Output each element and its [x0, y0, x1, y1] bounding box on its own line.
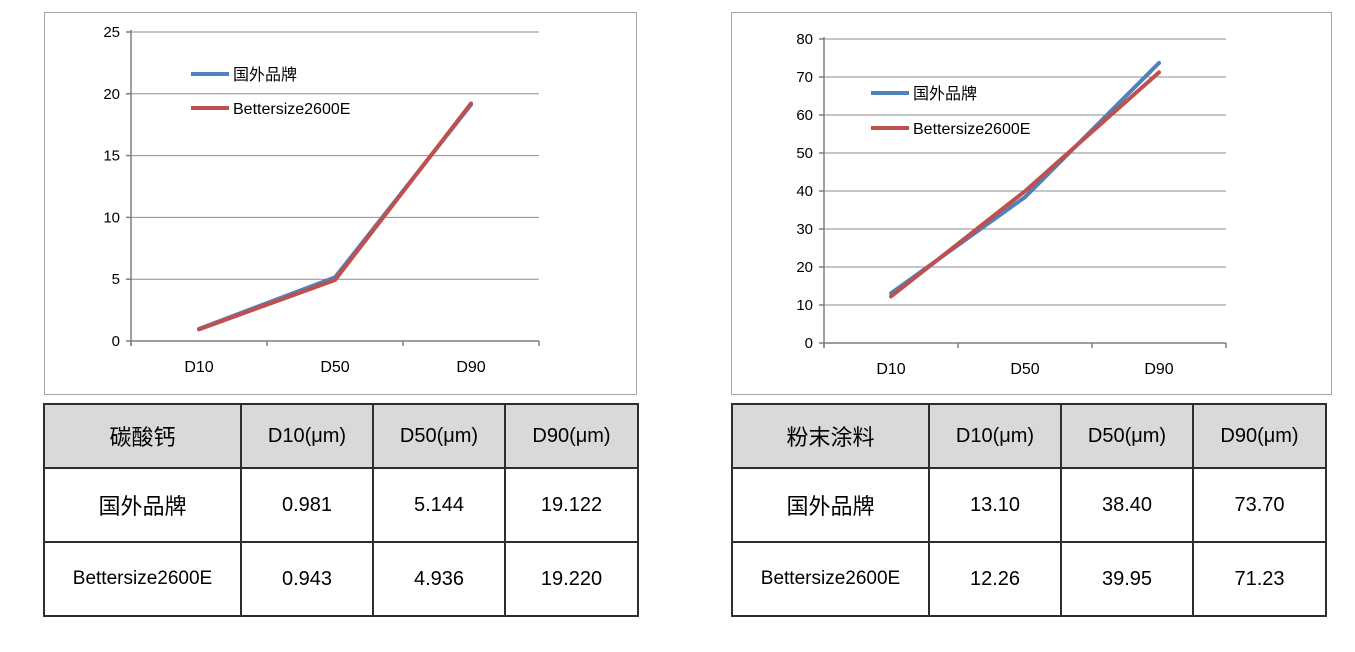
y-tick-label: 10 [796, 297, 813, 314]
line-chart-powder-coating: 0 10 20 30 40 50 60 70 80 D10 D50 D90 国外品牌 Bettersize… [796, 31, 1227, 378]
table-row: Bettersize2600E 0.943 4.936 19.220 [43, 541, 639, 617]
legend-label-0: 国外品牌 [233, 66, 297, 84]
table-row: Bettersize2600E 12.26 39.95 71.23 [731, 541, 1327, 617]
table-row: 国外品牌 13.10 38.40 73.70 [731, 467, 1327, 543]
cell-d90: 73.70 [1192, 467, 1327, 543]
column-header-d90: D90(μm) [504, 403, 639, 469]
chart-legend: 国外品牌 Bettersize2600E [871, 85, 1030, 138]
cell-d10: 12.26 [928, 541, 1062, 617]
y-tick-label: 60 [796, 107, 813, 124]
legend-label-0: 国外品牌 [913, 85, 977, 103]
table-title-cell: 粉末涂料 [731, 403, 930, 469]
y-tick-label: 15 [103, 148, 120, 165]
chart-legend: 国外品牌 Bettersize2600E [191, 66, 350, 118]
cell-d10: 0.981 [240, 467, 374, 543]
cell-d50: 5.144 [372, 467, 506, 543]
line-chart-calcium-carbonate: 0 5 10 15 20 25 D10 D50 D90 国外品牌 Bettersize2600E [103, 24, 540, 376]
cell-d90: 71.23 [1192, 541, 1327, 617]
y-tick-label: 20 [796, 259, 813, 276]
column-header-d50: D50(μm) [372, 403, 506, 469]
cell-d10: 0.943 [240, 541, 374, 617]
y-tick-label: 80 [796, 31, 813, 48]
y-tick-label: 70 [796, 69, 813, 86]
y-tick-label: 25 [103, 24, 120, 41]
x-tick-label: D10 [184, 359, 213, 376]
cell-d90: 19.220 [504, 541, 639, 617]
series-line-0 [197, 102, 473, 331]
row-label: Bettersize2600E [731, 541, 930, 617]
series-line-1 [889, 70, 1161, 299]
axes [126, 30, 540, 346]
column-header-d10: D10(μm) [240, 403, 374, 469]
y-gridlines [824, 38, 1226, 306]
cell-d50: 38.40 [1060, 467, 1194, 543]
row-label: 国外品牌 [43, 467, 242, 543]
legend-label-1: Bettersize2600E [233, 101, 350, 118]
axis-labels: 0 10 20 30 40 50 60 70 80 D10 D50 D90 [796, 31, 1173, 378]
table-header-row: 碳酸钙 D10(μm) D50(μm) D90(μm) [43, 403, 639, 469]
y-tick-label: 10 [103, 209, 120, 226]
x-tick-label: D50 [320, 359, 349, 376]
x-tick-label: D90 [456, 359, 485, 376]
cell-d10: 13.10 [928, 467, 1062, 543]
x-tick-label: D90 [1144, 361, 1173, 378]
legend-label-1: Bettersize2600E [913, 121, 1030, 138]
x-tick-label: D50 [1010, 361, 1039, 378]
table-powder-coating: 粉末涂料 D10(μm) D50(μm) D90(μm) 国外品牌 13.10 … [731, 403, 1327, 617]
y-gridlines [131, 31, 539, 280]
column-header-d10: D10(μm) [928, 403, 1062, 469]
row-label: 国外品牌 [731, 467, 930, 543]
y-tick-label: 0 [805, 335, 813, 352]
cell-d50: 4.936 [372, 541, 506, 617]
table-title-cell: 碳酸钙 [43, 403, 242, 469]
cell-d50: 39.95 [1060, 541, 1194, 617]
y-tick-label: 5 [112, 271, 120, 288]
y-tick-label: 0 [112, 333, 120, 350]
y-tick-label: 20 [103, 86, 120, 103]
axis-labels: 0 5 10 15 20 25 D10 D50 D90 [103, 24, 485, 376]
y-tick-label: 40 [796, 183, 813, 200]
y-tick-label: 50 [796, 145, 813, 162]
series-line-1 [197, 101, 473, 332]
row-label: Bettersize2600E [43, 541, 242, 617]
table-header-row: 粉末涂料 D10(μm) D50(μm) D90(μm) [731, 403, 1327, 469]
chart-panel-calcium-carbonate: 0 5 10 15 20 25 D10 D50 D90 国外品牌 Bettersize2600E [44, 12, 637, 395]
chart-panel-powder-coating: 0 10 20 30 40 50 60 70 80 D10 D50 D90 国外品牌 Bettersize… [731, 12, 1332, 395]
table-calcium-carbonate: 碳酸钙 D10(μm) D50(μm) D90(μm) 国外品牌 0.981 5… [43, 403, 639, 617]
column-header-d50: D50(μm) [1060, 403, 1194, 469]
x-tick-label: D10 [876, 361, 905, 378]
y-tick-label: 30 [796, 221, 813, 238]
cell-d90: 19.122 [504, 467, 639, 543]
table-row: 国外品牌 0.981 5.144 19.122 [43, 467, 639, 543]
column-header-d90: D90(μm) [1192, 403, 1327, 469]
axes [819, 37, 1227, 348]
